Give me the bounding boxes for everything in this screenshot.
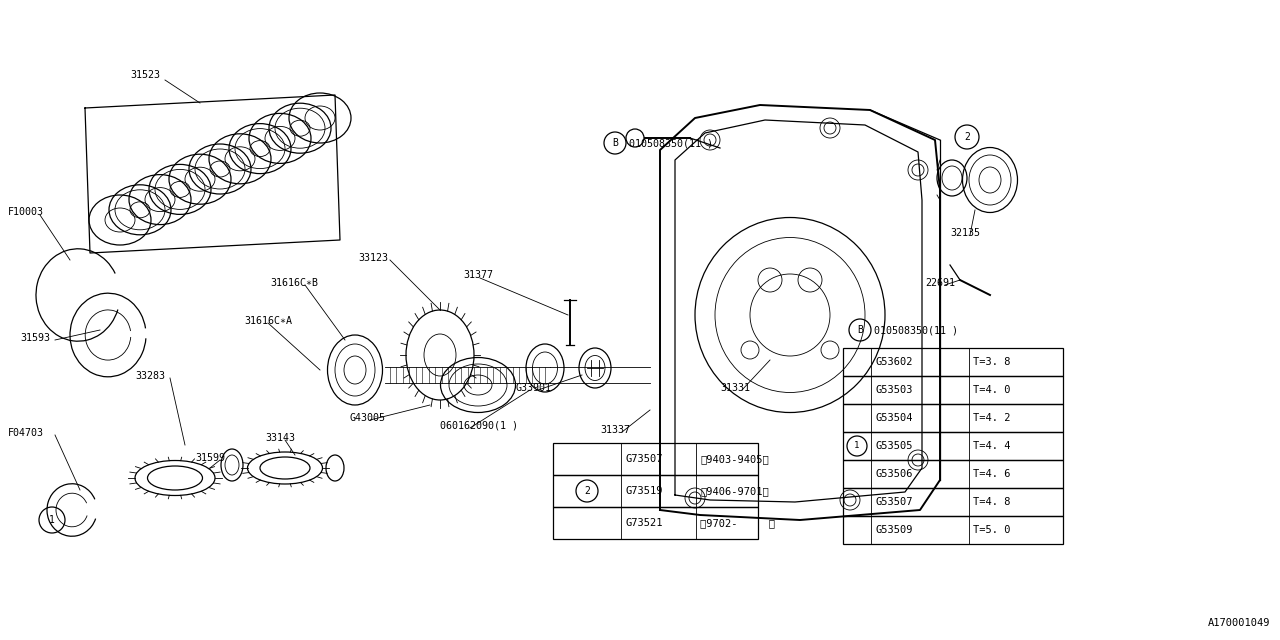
Text: T=4. 8: T=4. 8 <box>973 497 1010 507</box>
Text: G53506: G53506 <box>876 469 913 479</box>
Text: 2: 2 <box>964 132 970 142</box>
Text: G53507: G53507 <box>876 497 913 507</box>
Text: G53509: G53509 <box>876 525 913 535</box>
Text: B: B <box>858 325 863 335</box>
Text: F10003: F10003 <box>8 207 44 217</box>
Bar <box>844 404 1062 432</box>
Text: 31331: 31331 <box>719 383 750 393</box>
Text: 31599: 31599 <box>195 453 225 463</box>
Bar <box>553 443 758 475</box>
Text: G53504: G53504 <box>876 413 913 423</box>
Bar <box>844 488 1062 516</box>
Bar <box>844 376 1062 404</box>
Text: 33143: 33143 <box>265 433 294 443</box>
Text: 1: 1 <box>49 515 55 525</box>
Text: A170001049: A170001049 <box>1207 618 1270 628</box>
Text: G73521: G73521 <box>625 518 663 528</box>
Text: 32135: 32135 <box>950 228 980 238</box>
Text: T=4. 6: T=4. 6 <box>973 469 1010 479</box>
Bar <box>844 432 1062 460</box>
Text: G73507: G73507 <box>625 454 663 464</box>
Text: G43005: G43005 <box>349 413 387 423</box>
Text: B: B <box>612 138 618 148</box>
Text: 33283: 33283 <box>134 371 165 381</box>
Text: 。9702-     〃: 。9702- 〃 <box>700 518 774 528</box>
Bar <box>553 507 758 539</box>
Bar <box>844 460 1062 488</box>
Text: 010508350(11 ): 010508350(11 ) <box>874 325 957 335</box>
Text: 。9406-9701〃: 。9406-9701〃 <box>700 486 769 496</box>
Text: 31616C∗B: 31616C∗B <box>270 278 317 288</box>
Text: T=4. 0: T=4. 0 <box>973 385 1010 395</box>
Text: 31593: 31593 <box>20 333 50 343</box>
Text: 2: 2 <box>584 486 590 496</box>
Text: 31377: 31377 <box>463 270 493 280</box>
Text: T=5. 0: T=5. 0 <box>973 525 1010 535</box>
Text: 31337: 31337 <box>600 425 630 435</box>
Text: 31523: 31523 <box>131 70 160 80</box>
Text: G53602: G53602 <box>876 357 913 367</box>
Text: 33123: 33123 <box>358 253 388 263</box>
Text: 31616C∗A: 31616C∗A <box>244 316 292 326</box>
Bar <box>844 516 1062 544</box>
Text: 060162090(1 ): 060162090(1 ) <box>440 421 518 431</box>
Bar <box>844 348 1062 376</box>
Text: 22691: 22691 <box>925 278 955 288</box>
Text: T=4. 4: T=4. 4 <box>973 441 1010 451</box>
Text: 。9403-9405〃: 。9403-9405〃 <box>700 454 769 464</box>
Text: 010508350(11 ): 010508350(11 ) <box>628 138 713 148</box>
Bar <box>553 475 758 507</box>
Text: T=3. 8: T=3. 8 <box>973 357 1010 367</box>
Text: G33901: G33901 <box>515 383 550 393</box>
Text: G53505: G53505 <box>876 441 913 451</box>
Text: G73519: G73519 <box>625 486 663 496</box>
Text: F04703: F04703 <box>8 428 44 438</box>
Text: T=4. 2: T=4. 2 <box>973 413 1010 423</box>
Text: 1: 1 <box>854 442 860 451</box>
Text: G53503: G53503 <box>876 385 913 395</box>
Ellipse shape <box>221 449 243 481</box>
